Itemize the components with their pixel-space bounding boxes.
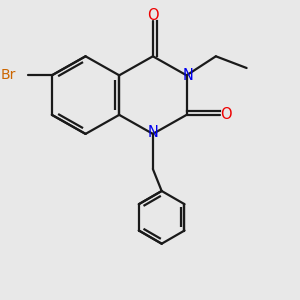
Text: N: N (183, 68, 194, 83)
Text: Br: Br (0, 68, 16, 82)
Text: O: O (147, 8, 159, 23)
Text: N: N (148, 125, 158, 140)
Text: O: O (220, 107, 232, 122)
